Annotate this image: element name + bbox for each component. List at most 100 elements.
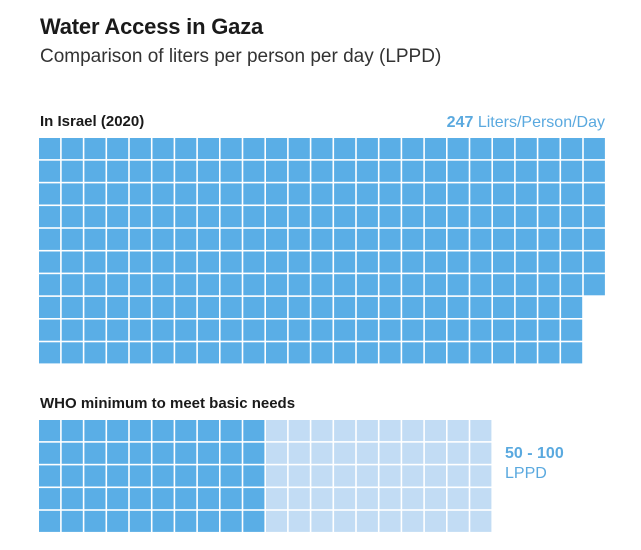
who-waffle-cell-range [266,442,288,464]
israel-waffle-cell [129,319,151,341]
who-waffle-cell-minimum [39,488,61,510]
israel-value-unit: Liters/Person/Day [477,114,605,131]
israel-waffle-cell [402,206,424,228]
israel-waffle-cell [561,228,583,250]
israel-waffle-cell [129,183,151,205]
israel-waffle-cell [334,160,356,182]
who-waffle-cell-minimum [129,488,151,510]
israel-waffle-cell [470,160,492,182]
israel-waffle-cell [493,296,515,318]
israel-waffle-cell [152,342,174,364]
israel-waffle-cell [493,206,515,228]
israel-waffle-cell [561,319,583,341]
israel-waffle-cell [424,296,446,318]
israel-waffle-cell [424,138,446,160]
israel-waffle-cell [288,251,310,273]
israel-waffle-cell [515,160,537,182]
israel-waffle-cell [356,138,378,160]
israel-waffle-cell [152,251,174,273]
israel-waffle-cell [334,183,356,205]
who-waffle-cell-range [424,465,446,487]
israel-waffle-cell [538,274,560,296]
israel-waffle-cell [243,274,265,296]
israel-waffle-cell [583,228,605,250]
israel-waffle-cell [470,183,492,205]
who-waffle-cell-range [311,442,333,464]
israel-waffle-cell [107,206,129,228]
who-waffle-cell-minimum [243,465,265,487]
israel-waffle-cell [515,206,537,228]
who-waffle-cell-minimum [152,510,174,532]
who-waffle-cell-minimum [197,488,219,510]
israel-waffle-cell [493,274,515,296]
who-waffle-cell-range [311,465,333,487]
israel-waffle-cell [447,342,469,364]
who-waffle-cell-range [470,420,492,442]
israel-waffle-cell [356,319,378,341]
israel-waffle-cell [402,251,424,273]
israel-value-label: 247 Liters/Person/Day [447,114,605,132]
who-waffle-cell-minimum [107,465,129,487]
who-waffle-cell-minimum [39,465,61,487]
israel-waffle-cell [402,342,424,364]
israel-waffle-cell [39,342,61,364]
israel-waffle-cell [84,274,106,296]
who-waffle-cell-range [424,420,446,442]
israel-waffle-cell [84,160,106,182]
who-waffle-cell-minimum [175,420,197,442]
israel-waffle-cell [243,319,265,341]
who-waffle-cell-range [311,420,333,442]
israel-waffle-cell [243,160,265,182]
israel-waffle-cell [424,319,446,341]
israel-waffle-cell [107,251,129,273]
israel-waffle-cell [39,251,61,273]
israel-waffle-cell [583,183,605,205]
israel-waffle-cell [197,342,219,364]
who-value-unit: LPPD [505,465,547,482]
israel-waffle-cell [538,206,560,228]
israel-waffle-cell [515,138,537,160]
israel-waffle-cell [402,160,424,182]
israel-waffle-cell [61,342,83,364]
israel-waffle-cell [493,342,515,364]
israel-waffle-cell [61,274,83,296]
israel-waffle-cell [424,342,446,364]
israel-waffle-cell [61,206,83,228]
israel-waffle-cell [493,160,515,182]
israel-waffle-cell [515,274,537,296]
israel-waffle-cell [107,228,129,250]
israel-waffle-cell [447,274,469,296]
israel-waffle-cell [243,251,265,273]
israel-waffle-cell [61,296,83,318]
who-waffle-cell-range [356,510,378,532]
israel-waffle-cell [515,342,537,364]
israel-waffle-cell [175,138,197,160]
israel-waffle-cell [379,160,401,182]
who-waffle-cell-range [402,465,424,487]
israel-waffle-cell [243,228,265,250]
israel-waffle-cell [334,342,356,364]
who-waffle-cell-range [334,465,356,487]
israel-waffle-cell [220,183,242,205]
israel-waffle-cell [561,138,583,160]
who-waffle-cell-minimum [61,420,83,442]
who-waffle-cell-minimum [220,488,242,510]
who-waffle-cell-range [266,420,288,442]
who-waffle-cell-minimum [107,488,129,510]
israel-waffle-cell [311,342,333,364]
who-waffle-cell-range [334,510,356,532]
who-waffle-cell-minimum [175,442,197,464]
who-section-label: WHO minimum to meet basic needs [40,395,296,412]
israel-waffle-cell [402,138,424,160]
who-waffle-cell-range [447,442,469,464]
who-waffle-cell-minimum [220,465,242,487]
who-waffle-cell-minimum [84,488,106,510]
israel-waffle-cell [107,274,129,296]
who-waffle-cell-minimum [129,420,151,442]
who-waffle-cell-minimum [107,510,129,532]
who-waffle-cell-minimum [61,465,83,487]
israel-waffle-cell [334,319,356,341]
israel-waffle-cell [311,206,333,228]
who-waffle-cell-range [379,465,401,487]
